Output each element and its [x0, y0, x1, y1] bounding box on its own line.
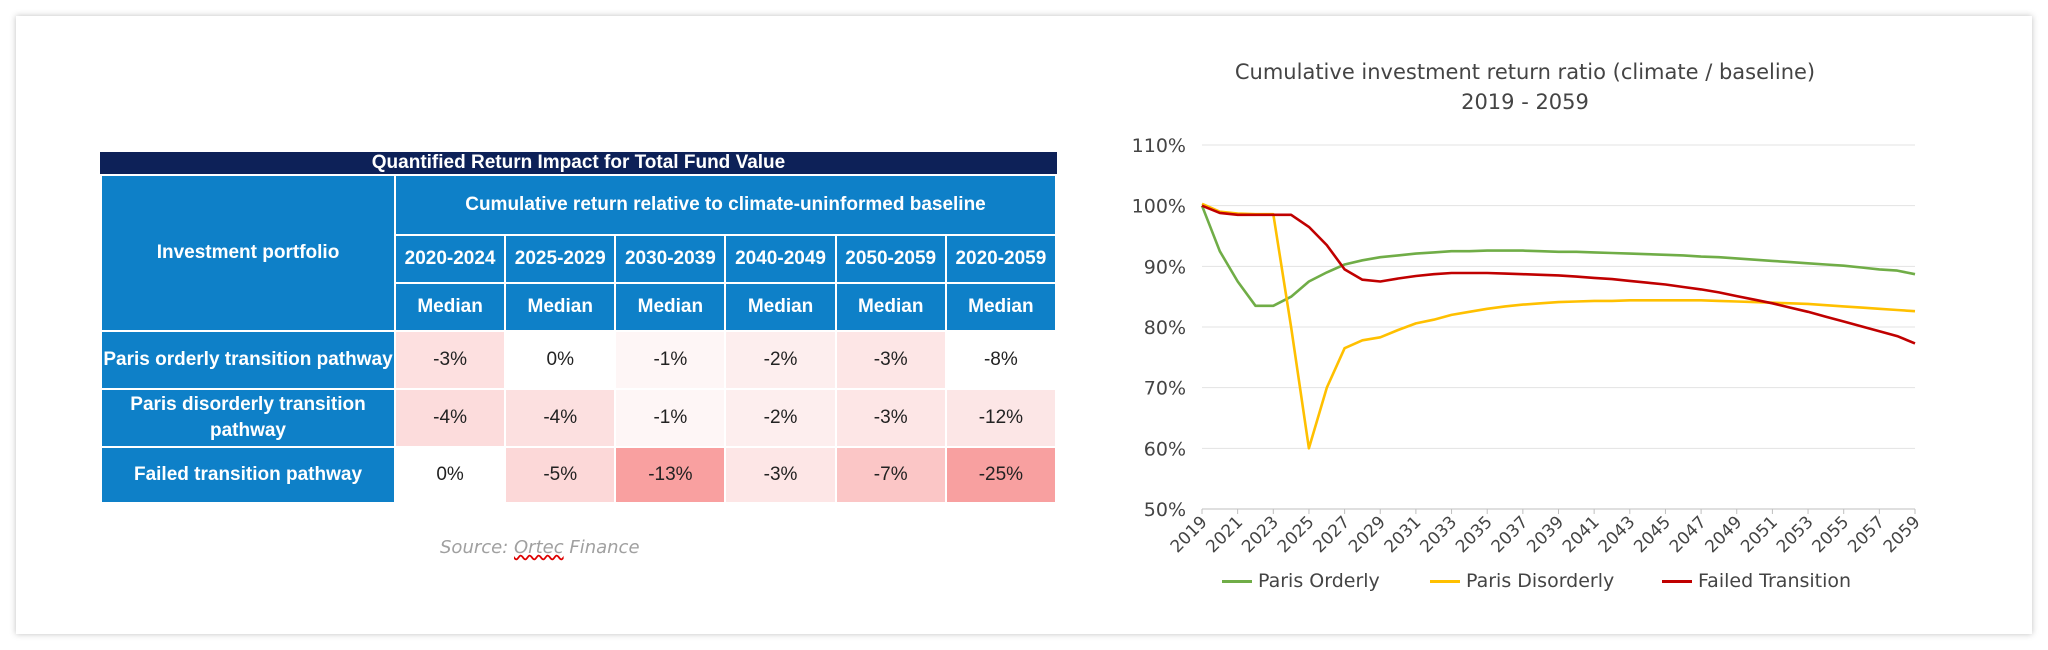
legend-item-failed-transition: Failed Transition	[1662, 566, 1851, 596]
portfolio-header: Investment portfolio	[100, 174, 396, 332]
source-name: Ortec	[514, 537, 564, 558]
value-cell: -2%	[724, 330, 837, 390]
table-grid: Investment portfolio Cumulative return r…	[100, 174, 1058, 504]
x-tick-label: 2059	[1880, 512, 1925, 557]
legend-label: Paris Disorderly	[1466, 570, 1615, 592]
y-tick-label: 80%	[1144, 317, 1186, 339]
x-tick-label: 2057	[1844, 512, 1889, 557]
legend-swatch	[1430, 579, 1460, 583]
value-cell: -5%	[504, 446, 617, 504]
value-cell: -4%	[504, 388, 617, 448]
period-header: 2050-2059	[834, 234, 947, 284]
table-row: Failed transition pathway 0% -5% -13% -3% -7%…	[100, 446, 1058, 504]
series-line	[1200, 205, 1916, 308]
value-cell: 0%	[393, 446, 507, 504]
value-cell: -3%	[834, 388, 947, 448]
source-prefix: Source:	[440, 537, 515, 558]
x-tick-label: 2035	[1452, 512, 1497, 557]
x-tick-label: 2037	[1488, 512, 1533, 557]
legend-label: Failed Transition	[1698, 570, 1852, 592]
x-tick-label: 2049	[1702, 512, 1747, 557]
value-cell: -7%	[834, 446, 947, 504]
x-tick-label: 2023	[1238, 512, 1283, 557]
value-cell: -1%	[614, 330, 727, 390]
legend-swatch	[1222, 579, 1252, 583]
x-tick-label: 2041	[1559, 512, 1604, 557]
x-tick-label: 2033	[1416, 512, 1461, 557]
stat-header: Median	[834, 282, 947, 332]
stat-header: Median	[393, 282, 507, 332]
y-tick-label: 50%	[1144, 499, 1186, 521]
chart-title: Cumulative investment return ratio (clim…	[1234, 60, 1816, 84]
period-header: 2025-2029	[504, 234, 617, 284]
value-cell: -25%	[944, 446, 1058, 504]
value-cell: -12%	[944, 388, 1058, 448]
legend-swatch	[1662, 579, 1692, 583]
legend-label: Paris Orderly	[1258, 570, 1380, 592]
group-header: Cumulative return relative to climate-un…	[394, 174, 1057, 236]
legend-item-paris-disorderly: Paris Disorderly	[1430, 566, 1614, 596]
period-header: 2040-2049	[724, 234, 837, 284]
source-note: Source: Ortec Finance	[440, 537, 640, 558]
legend-item-paris-orderly: Paris Orderly	[1222, 566, 1380, 596]
stat-header: Median	[504, 282, 617, 332]
x-tick-label: 2055	[1809, 512, 1854, 557]
period-header: 2030-2039	[614, 234, 727, 284]
period-header: 2020-2059	[944, 234, 1058, 284]
period-header: 2020-2024	[393, 234, 507, 284]
value-cell: -1%	[614, 388, 727, 448]
y-tick-label: 110%	[1132, 135, 1186, 157]
y-tick-label: 90%	[1144, 256, 1186, 278]
value-cell: -3%	[834, 330, 947, 390]
row-label: Paris orderly transition pathway	[100, 330, 396, 390]
table-row: Paris disorderly transition pathway -4% -4…	[100, 388, 1058, 448]
table-row: Paris orderly transition pathway -3% 0% -1%…	[100, 330, 1058, 390]
x-tick-label: 2029	[1345, 512, 1390, 557]
table-title: Quantified Return Impact for Total Fund …	[100, 152, 1057, 174]
value-cell: -2%	[724, 388, 837, 448]
x-tick-label: 2043	[1595, 512, 1640, 557]
x-tick-label: 2021	[1202, 512, 1247, 557]
series-line	[1201, 202, 1916, 450]
stat-header: Median	[944, 282, 1058, 332]
x-tick-label: 2051	[1737, 512, 1782, 557]
row-label: Failed transition pathway	[100, 446, 396, 504]
value-cell: -8%	[944, 330, 1058, 390]
return-impact-table: Quantified Return Impact for Total Fund …	[100, 152, 1058, 504]
y-tick-label: 60%	[1144, 438, 1186, 460]
value-cell: 0%	[504, 330, 617, 390]
value-cell: -3%	[724, 446, 837, 504]
value-cell: -4%	[393, 388, 507, 448]
x-tick-label: 2045	[1630, 512, 1675, 557]
x-tick-label: 2027	[1309, 512, 1354, 557]
x-tick-label: 2053	[1773, 512, 1818, 557]
x-tick-label: 2025	[1274, 512, 1319, 557]
line-chart: 50%60%70%80%90%100%110%20192021202320252…	[1132, 135, 1925, 557]
value-cell: -13%	[614, 446, 727, 504]
y-tick-label: 100%	[1132, 196, 1186, 218]
stat-header: Median	[614, 282, 727, 332]
y-tick-label: 70%	[1144, 378, 1186, 400]
x-tick-label: 2039	[1523, 512, 1568, 557]
stat-header: Median	[724, 282, 837, 332]
x-tick-label: 2031	[1381, 512, 1426, 557]
series-line	[1201, 204, 1916, 345]
value-cell: -3%	[393, 330, 507, 390]
x-tick-label: 2047	[1666, 512, 1711, 557]
source-suffix: Finance	[563, 537, 640, 558]
row-label: Paris disorderly transition pathway	[100, 388, 396, 448]
chart-subtitle: 2019 - 2059	[1461, 90, 1589, 114]
